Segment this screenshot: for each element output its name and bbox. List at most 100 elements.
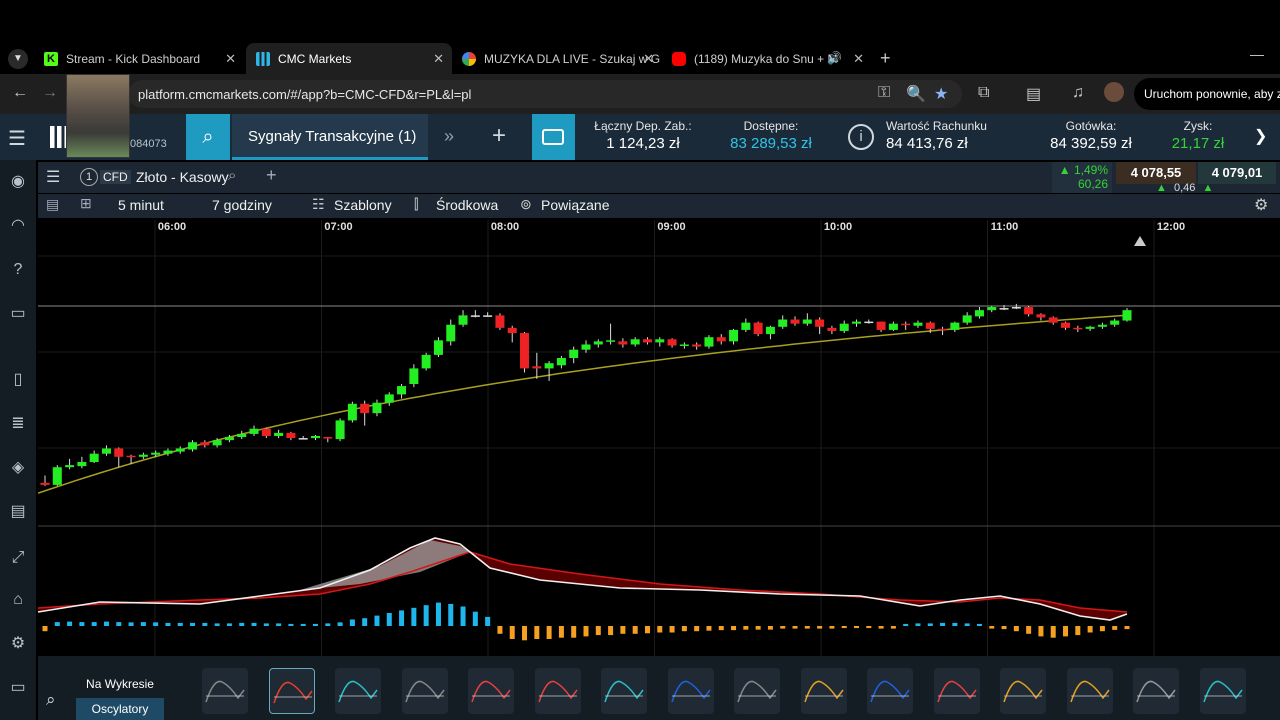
- minimize-icon[interactable]: —: [1250, 46, 1264, 62]
- headset-icon[interactable]: ◠: [11, 217, 25, 234]
- zoom-icon[interactable]: 🔍: [906, 86, 926, 103]
- oscillator-bar: [792, 626, 798, 629]
- card-icon[interactable]: ▭: [10, 305, 26, 322]
- indicator-thumbnail[interactable]: [667, 668, 714, 714]
- indicator-preview-icon: [1069, 680, 1110, 703]
- info-icon[interactable]: i: [848, 124, 874, 150]
- linked-button[interactable]: Powiązane: [541, 197, 610, 213]
- templates-button[interactable]: Szablony: [334, 197, 392, 213]
- list-icon[interactable]: ≣: [11, 415, 25, 432]
- oscillators-tab[interactable]: Oscylatory: [76, 698, 164, 720]
- oscillator-bar: [1001, 626, 1007, 630]
- indicator-thumbnail[interactable]: [601, 668, 647, 714]
- chart-tool-icon[interactable]: ⤢: [11, 549, 25, 566]
- document-icon[interactable]: ▤: [10, 503, 26, 520]
- settings-icon[interactable]: ⚙: [10, 635, 26, 652]
- signals-label: Sygnały Transakcyjne (1): [248, 128, 417, 145]
- chart-menu-icon[interactable]: ☰: [46, 169, 61, 186]
- indicator-thumbnail[interactable]: [335, 668, 381, 714]
- double-chevron-icon[interactable]: »: [444, 126, 455, 146]
- window-icon[interactable]: ▭: [10, 679, 26, 696]
- on-chart-tab[interactable]: Na Wykresie: [76, 672, 164, 696]
- indicator-thumbnail[interactable]: [1199, 668, 1246, 714]
- candle-body: [261, 428, 271, 436]
- tab-cmc-markets[interactable]: CMC Markets ✕: [246, 43, 452, 74]
- instrument-name[interactable]: Złoto - Kasowy: [136, 169, 229, 185]
- buy-price-button[interactable]: 4 079,01: [1198, 162, 1276, 184]
- search-icon[interactable]: ⌕: [46, 690, 56, 709]
- indicator-thumbnail[interactable]: [202, 668, 248, 714]
- close-icon[interactable]: ✕: [643, 51, 654, 66]
- tab-youtube-muzyka[interactable]: (1189) Muzyka do Snu + M 🔊 ✕: [662, 43, 872, 74]
- oscillator-bar: [780, 626, 786, 629]
- star-icon[interactable]: ★: [934, 86, 949, 103]
- oscillator-bar: [190, 622, 196, 626]
- restart-update-button[interactable]: Uruchom ponownie, aby zakt: [1134, 78, 1280, 110]
- media-icon[interactable]: ♫: [1072, 84, 1084, 101]
- indicator-thumbnail[interactable]: [933, 668, 980, 714]
- tag-icon[interactable]: ◈: [11, 459, 25, 476]
- tab-muzyka-search[interactable]: MUZYKA DLA LIVE - Szukaj w G ✕: [452, 43, 662, 74]
- indicator-thumbnail[interactable]: [468, 668, 514, 714]
- indicator-thumbnail[interactable]: [401, 668, 448, 714]
- search-icon[interactable]: ⌕: [228, 167, 237, 184]
- tab-list-dropdown-icon[interactable]: ▼: [8, 49, 28, 69]
- range-dropdown[interactable]: 7 godziny: [212, 197, 272, 213]
- interval-dropdown[interactable]: 5 minut: [118, 197, 164, 213]
- notes-icon[interactable]: ▤: [46, 196, 60, 212]
- profile-avatar[interactable]: [1104, 82, 1124, 102]
- forward-icon[interactable]: →: [42, 84, 58, 101]
- search-button[interactable]: ⌕: [186, 114, 230, 160]
- user-icon[interactable]: ◉: [11, 173, 25, 190]
- oscillator-bar: [509, 626, 515, 639]
- back-icon[interactable]: ←: [12, 84, 28, 101]
- oscillator-bar: [116, 622, 122, 626]
- tab-kick-dashboard[interactable]: K Stream - Kick Dashboard ✕: [34, 43, 244, 74]
- speaker-icon[interactable]: 🔊: [827, 51, 842, 65]
- reading-mode-icon[interactable]: ▤: [1026, 86, 1042, 103]
- close-icon[interactable]: ✕: [433, 51, 444, 66]
- indicator-thumbnail[interactable]: [268, 668, 315, 714]
- extensions-icon[interactable]: ⧉: [978, 84, 990, 101]
- close-icon[interactable]: ✕: [225, 51, 236, 66]
- chevron-right-icon[interactable]: ❯: [1254, 128, 1268, 145]
- key-icon[interactable]: ⚿: [878, 84, 891, 101]
- oscillator-bar: [411, 607, 417, 626]
- oscillator-bar: [435, 602, 441, 626]
- stat-margin: Łączny Dep. Zab.: 1 124,23 zł: [580, 119, 706, 152]
- help-icon[interactable]: ?: [13, 261, 23, 278]
- new-tab-button[interactable]: +: [880, 48, 891, 68]
- triangle-up-icon: ▲: [1156, 182, 1167, 194]
- candle-body: [1073, 327, 1083, 330]
- add-tab-icon[interactable]: +: [492, 122, 507, 149]
- close-icon[interactable]: ✕: [853, 51, 864, 66]
- sell-price-button[interactable]: 4 078,55: [1116, 162, 1196, 184]
- url-field[interactable]: platform.cmcmarkets.com/#/app?b=CMC-CFD&…: [128, 80, 962, 108]
- indicator-thumbnail[interactable]: [800, 668, 847, 714]
- indicator-thumbnail[interactable]: [1066, 668, 1113, 714]
- book-icon[interactable]: ▯: [13, 371, 23, 388]
- oscillator-bar: [841, 626, 847, 629]
- indicator-thumbnail[interactable]: [1133, 668, 1179, 714]
- education-icon[interactable]: ⌂: [13, 591, 23, 608]
- indicator-preview-icon: [1202, 680, 1243, 703]
- google-icon: [462, 51, 476, 66]
- candle-body: [372, 402, 382, 414]
- wallet-button[interactable]: [532, 114, 575, 160]
- trading-signals-tab[interactable]: Sygnały Transakcyjne (1): [232, 114, 428, 160]
- time-label: 06:00: [158, 221, 186, 233]
- indicator-thumbnail[interactable]: [1000, 668, 1046, 714]
- indicator-thumbnail[interactable]: [734, 668, 780, 714]
- candle-body: [483, 315, 493, 317]
- indicator-thumbnail[interactable]: [867, 668, 913, 714]
- candle-body: [101, 448, 111, 454]
- grid-layout-icon[interactable]: ⊞: [80, 195, 92, 211]
- add-instrument-icon[interactable]: +: [266, 165, 277, 185]
- indicator-thumbnail[interactable]: [534, 668, 581, 714]
- price-type-button[interactable]: Środkowa: [436, 197, 499, 213]
- cmc-icon: [256, 51, 270, 66]
- menu-icon[interactable]: ☰: [8, 128, 26, 150]
- stat-cash: Gotówka: 84 392,59 zł: [1040, 119, 1142, 152]
- oscillator-bar: [362, 618, 368, 626]
- gear-icon[interactable]: ⚙: [1254, 197, 1269, 214]
